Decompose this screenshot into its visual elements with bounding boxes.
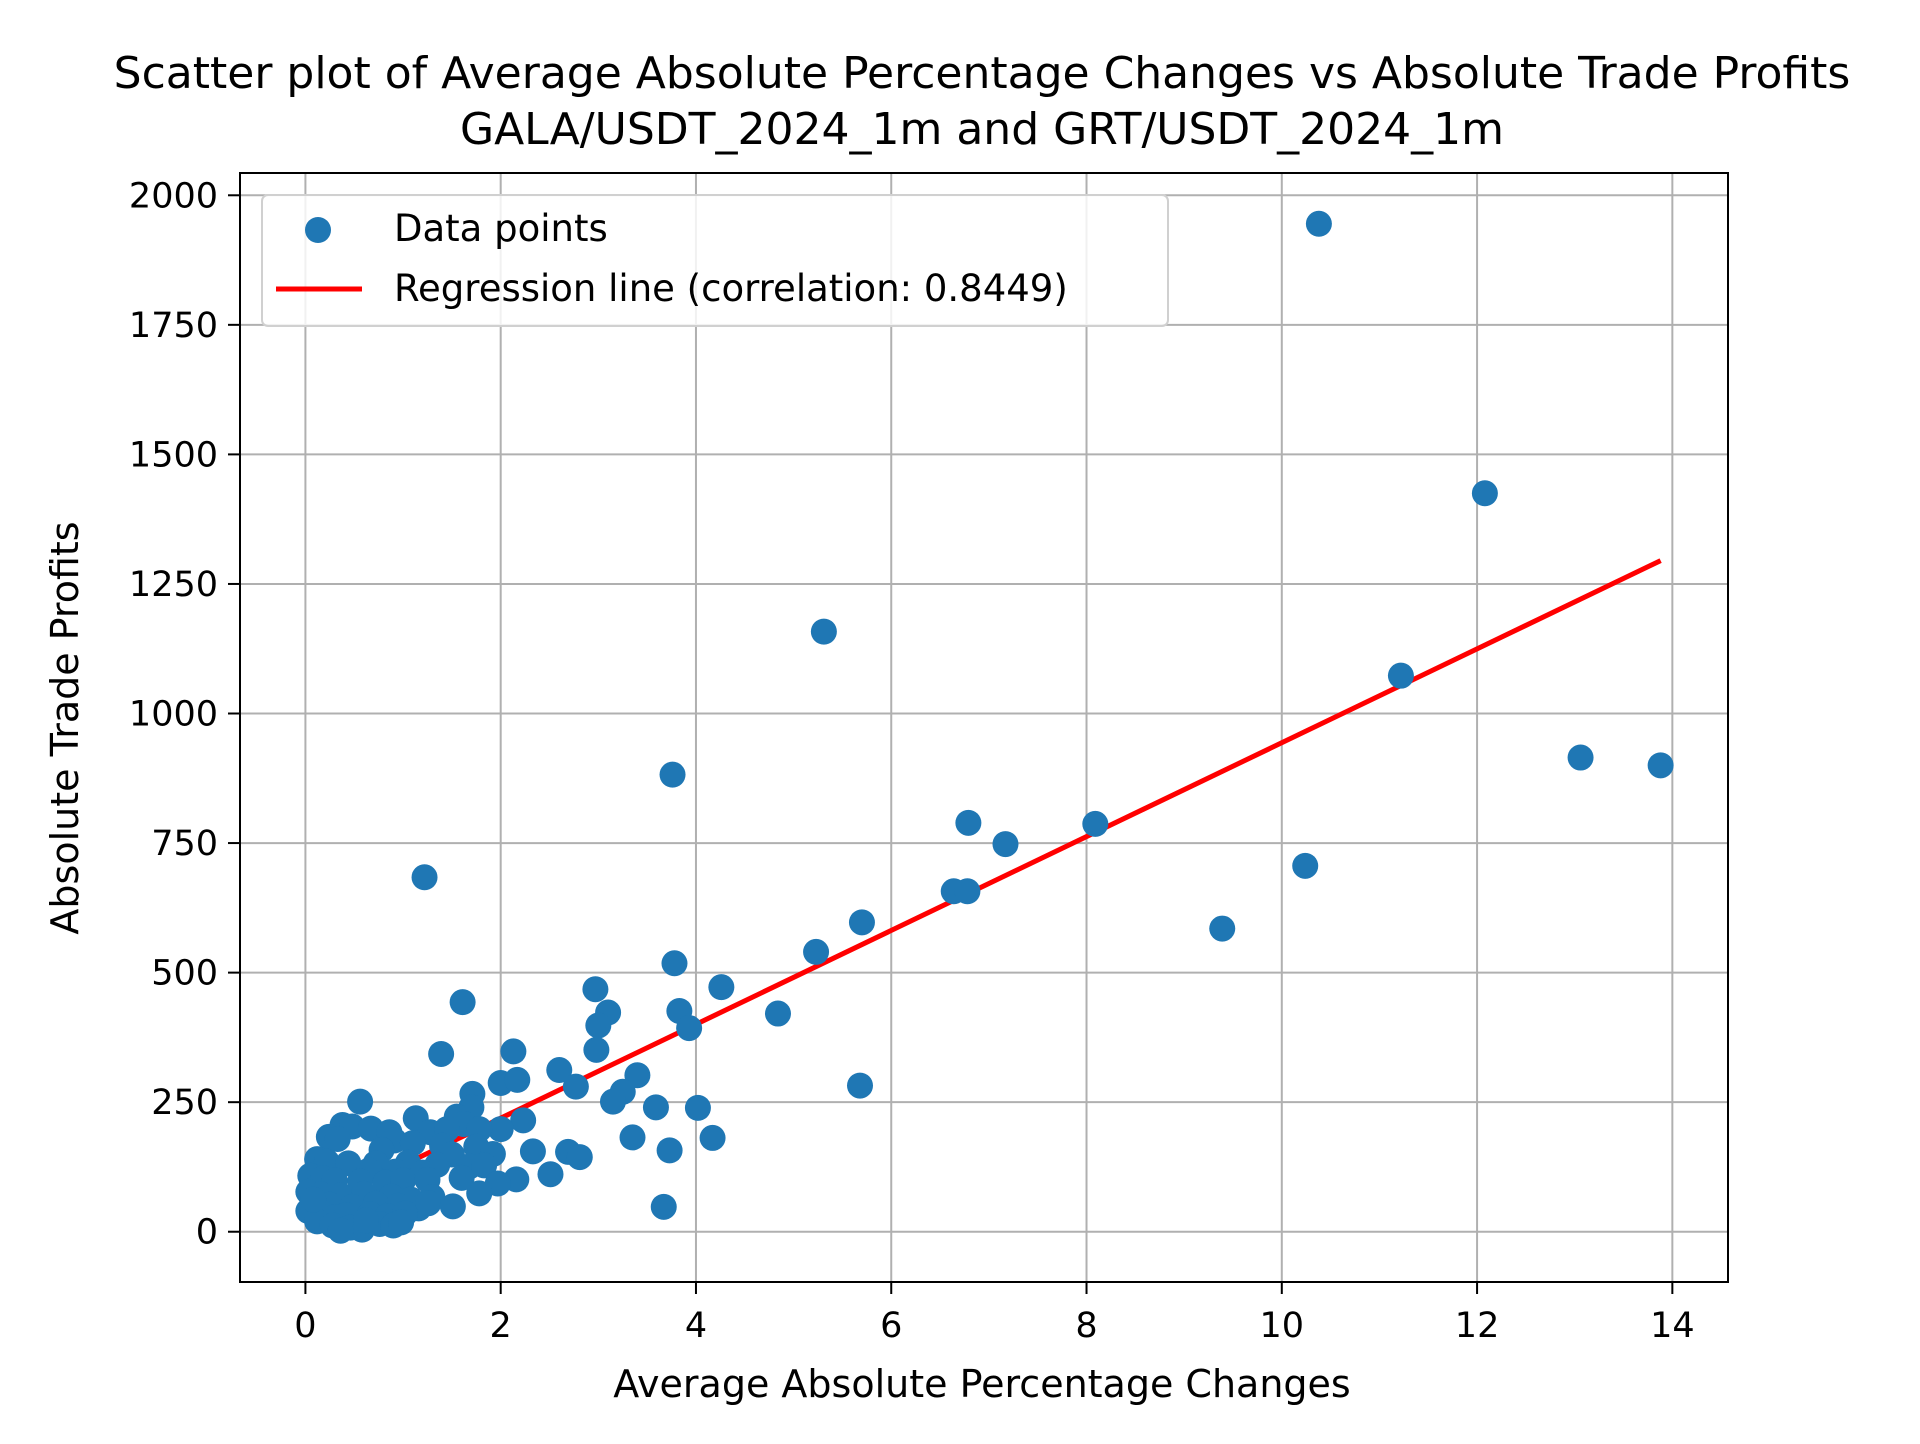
data-point xyxy=(399,1130,426,1157)
data-point xyxy=(1305,210,1332,237)
x-tick-label: 6 xyxy=(880,1306,902,1346)
x-tick-label: 14 xyxy=(1650,1306,1695,1346)
data-point xyxy=(428,1040,455,1067)
data-point xyxy=(764,1000,791,1027)
x-tick-label: 12 xyxy=(1455,1306,1500,1346)
data-point xyxy=(504,1066,531,1093)
data-point xyxy=(448,1164,475,1191)
data-point xyxy=(324,1125,351,1152)
legend-label-regression-line: Regression line (correlation: 0.8449) xyxy=(394,267,1068,310)
data-point xyxy=(519,1138,546,1165)
legend-marker-data-points xyxy=(305,217,331,243)
data-point xyxy=(1292,852,1319,879)
data-point xyxy=(1567,744,1594,771)
data-point xyxy=(650,1193,677,1220)
y-tick-label: 1500 xyxy=(129,435,218,475)
data-point xyxy=(439,1193,466,1220)
data-point xyxy=(562,1073,589,1100)
data-point xyxy=(992,831,1019,858)
legend-box xyxy=(261,194,1169,327)
y-axis-label: Absolute Trade Profits xyxy=(43,521,87,934)
y-tick-label: 1000 xyxy=(129,695,218,735)
data-point xyxy=(546,1057,573,1084)
data-point xyxy=(1647,752,1674,779)
x-tick-label: 0 xyxy=(294,1306,316,1346)
y-tick-label: 500 xyxy=(151,954,218,994)
data-points xyxy=(295,210,1674,1244)
data-point xyxy=(661,950,688,977)
x-tick-label: 2 xyxy=(490,1306,512,1346)
y-tick-label: 0 xyxy=(196,1213,218,1253)
data-point xyxy=(676,1015,703,1042)
y-tick-label: 2000 xyxy=(129,176,218,216)
data-point xyxy=(411,864,438,891)
data-point xyxy=(566,1144,593,1171)
regression-line xyxy=(304,558,1662,1215)
data-point xyxy=(619,1124,646,1151)
data-point xyxy=(347,1088,374,1115)
data-point xyxy=(599,1088,626,1115)
y-axis-ticks: 0 250 500 750 1000 1250 1500 1750 2000 xyxy=(129,176,240,1253)
data-point xyxy=(583,1036,610,1063)
data-point xyxy=(582,976,609,1003)
data-point xyxy=(708,974,735,1001)
y-tick-label: 1750 xyxy=(129,306,218,346)
data-point xyxy=(510,1107,537,1134)
data-point xyxy=(848,909,875,936)
data-point xyxy=(352,1207,379,1234)
data-point xyxy=(954,878,981,905)
y-tick-label: 750 xyxy=(151,824,218,864)
y-tick-label: 250 xyxy=(151,1083,218,1123)
x-axis-ticks: 0 2 4 6 8 10 12 14 xyxy=(294,1282,1695,1346)
data-point xyxy=(471,1152,498,1179)
data-point xyxy=(810,618,837,645)
data-point xyxy=(803,938,830,965)
data-point xyxy=(1471,480,1498,507)
data-point xyxy=(699,1124,726,1151)
data-point xyxy=(585,1012,612,1039)
regression-layer xyxy=(304,558,1662,1215)
x-axis-label: Average Absolute Percentage Changes xyxy=(613,1362,1350,1406)
data-point xyxy=(500,1038,527,1065)
plot-frame xyxy=(239,172,1729,1283)
data-point xyxy=(1209,915,1236,942)
y-tick-label: 1250 xyxy=(129,565,218,605)
data-point xyxy=(388,1209,415,1236)
data-point xyxy=(1082,810,1109,837)
legend: Data points Regression line (correlation… xyxy=(261,194,1169,327)
data-point xyxy=(327,1217,354,1244)
chart-title-line-2: GALA/USDT_2024_1m and GRT/USDT_2024_1m xyxy=(460,104,1504,155)
data-point xyxy=(466,1180,493,1207)
legend-label-data-points: Data points xyxy=(394,207,608,250)
data-point xyxy=(487,1116,514,1143)
data-point xyxy=(415,1190,442,1217)
data-point xyxy=(847,1072,873,1099)
x-tick-label: 10 xyxy=(1260,1306,1305,1346)
data-point xyxy=(684,1094,711,1121)
data-point xyxy=(656,1137,683,1164)
data-point xyxy=(300,1186,327,1213)
grid-lines xyxy=(240,173,1728,1282)
chart-title-line-1: Scatter plot of Average Absolute Percent… xyxy=(114,48,1851,99)
x-tick-label: 4 xyxy=(685,1306,707,1346)
data-point xyxy=(537,1161,564,1188)
x-tick-label: 8 xyxy=(1075,1306,1097,1346)
data-point xyxy=(642,1094,669,1121)
data-point xyxy=(449,989,476,1016)
data-point xyxy=(1387,662,1414,689)
data-point xyxy=(659,761,686,788)
data-point xyxy=(955,809,982,836)
